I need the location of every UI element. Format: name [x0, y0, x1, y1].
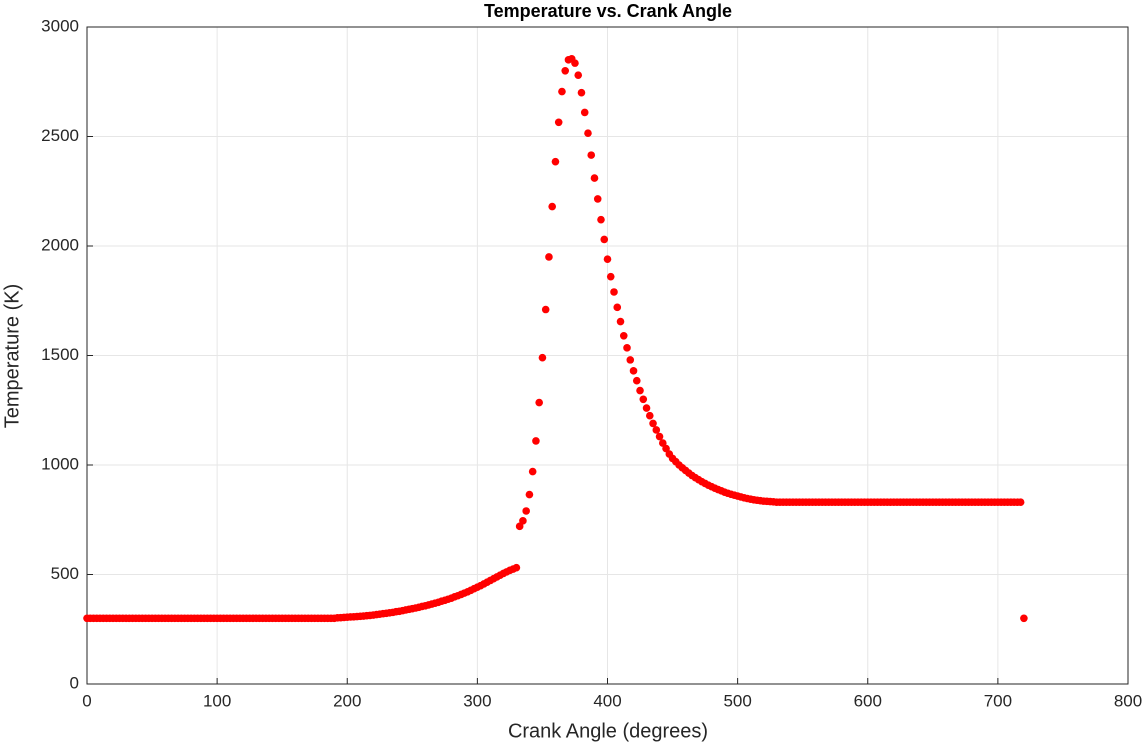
y-tick-label: 3000	[41, 16, 79, 35]
point	[629, 367, 638, 375]
x-tick-label: 800	[1114, 691, 1142, 710]
point	[639, 395, 648, 404]
point	[645, 411, 654, 420]
point	[535, 398, 543, 407]
point	[593, 195, 602, 203]
point	[571, 59, 579, 67]
y-tick-label: 1000	[41, 454, 79, 473]
point	[561, 67, 570, 75]
point	[642, 404, 651, 412]
x-tick-label: 300	[463, 691, 491, 710]
point	[587, 151, 596, 159]
y-tick-label: 1500	[41, 345, 79, 364]
point	[652, 426, 661, 434]
point	[662, 444, 670, 453]
x-tick-label: 100	[203, 691, 231, 710]
point	[525, 490, 534, 499]
point	[580, 108, 589, 117]
point	[512, 563, 521, 572]
point	[655, 432, 664, 441]
point	[1020, 614, 1028, 623]
point	[636, 386, 644, 395]
point	[538, 353, 547, 362]
point	[584, 129, 592, 138]
point	[1016, 498, 1025, 507]
point	[545, 253, 553, 261]
point	[558, 87, 566, 96]
x-tick-label: 500	[723, 691, 751, 710]
chart-title: Temperature vs. Crank Angle	[484, 1, 732, 21]
point	[610, 288, 618, 296]
point	[632, 376, 641, 385]
point	[613, 303, 622, 312]
x-tick-label: 200	[333, 691, 361, 710]
y-tick-label: 0	[70, 673, 79, 692]
point	[603, 255, 612, 263]
point	[551, 157, 560, 166]
y-axis-label: Temperature (K)	[1, 284, 23, 429]
y-tick-label: 2000	[41, 235, 79, 254]
point	[606, 272, 615, 281]
point	[659, 439, 667, 447]
point	[574, 71, 583, 79]
point	[577, 88, 586, 97]
x-tick-label: 700	[984, 691, 1012, 710]
point	[590, 174, 599, 182]
x-tick-label: 400	[593, 691, 621, 710]
point	[626, 356, 635, 364]
x-tick-label: 0	[82, 691, 91, 710]
point	[554, 118, 563, 127]
point	[541, 305, 550, 314]
point	[623, 344, 631, 352]
point	[649, 419, 657, 428]
point	[522, 507, 530, 515]
x-axis-label: Crank Angle (degrees)	[508, 720, 708, 742]
point	[597, 215, 605, 224]
point	[619, 331, 628, 340]
y-tick-label: 500	[51, 564, 79, 583]
point	[519, 517, 527, 525]
point	[515, 522, 524, 531]
point	[528, 467, 537, 476]
y-tick-label: 2500	[41, 126, 79, 145]
point	[532, 437, 540, 445]
point	[600, 235, 609, 244]
point	[548, 202, 556, 211]
point	[616, 317, 625, 326]
x-tick-label: 600	[854, 691, 882, 710]
plot-frame	[86, 26, 1129, 685]
